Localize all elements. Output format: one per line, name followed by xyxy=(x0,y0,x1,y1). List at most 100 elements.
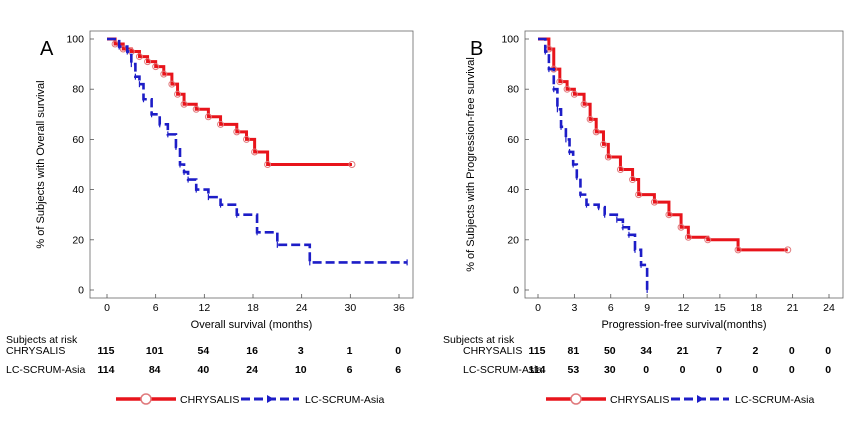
censor-mark xyxy=(144,58,152,66)
legend-label-chrysalis: CHRYSALIS xyxy=(180,394,239,406)
y-tick-label: 20 xyxy=(72,234,84,246)
censor-mark xyxy=(168,80,176,88)
risk-value: 114 xyxy=(98,364,115,376)
x-tick-label: 21 xyxy=(787,302,799,314)
risk-value: 0 xyxy=(789,345,795,357)
censor-mark xyxy=(734,246,742,254)
risk-value: 84 xyxy=(149,364,161,376)
risk-value: 114 xyxy=(529,364,546,376)
risk-value: 0 xyxy=(752,364,758,376)
risk-value: 101 xyxy=(146,345,164,357)
y-axis-label: % of Subjects with Progression-free surv… xyxy=(465,57,477,272)
risk-value: 6 xyxy=(347,364,353,376)
censor-mark xyxy=(629,176,637,184)
censor-mark xyxy=(599,140,607,148)
x-tick-label: 0 xyxy=(104,302,110,314)
risk-value: 3 xyxy=(298,345,304,357)
x-tick-label: 24 xyxy=(823,302,835,314)
risk-value: 0 xyxy=(789,364,795,376)
risk-value: 53 xyxy=(568,364,580,376)
y-axis-label: % of Subjects with Overall survival xyxy=(35,80,47,248)
censor-mark xyxy=(570,90,578,98)
censor-mark xyxy=(233,128,241,136)
risk-value: 0 xyxy=(395,345,401,357)
x-tick-label: 6 xyxy=(608,302,614,314)
censor-mark xyxy=(180,100,188,108)
censor-mark xyxy=(264,161,272,168)
censor-mark xyxy=(684,233,692,241)
censor-mark xyxy=(556,78,564,86)
plot-frame xyxy=(524,30,844,299)
risk-value: 0 xyxy=(825,364,831,376)
risk-value: 21 xyxy=(677,345,689,357)
x-tick-label: 18 xyxy=(247,302,259,314)
risk-value: 34 xyxy=(640,345,652,357)
censor-mark xyxy=(174,90,182,98)
censor-mark xyxy=(580,100,588,108)
censor-mark xyxy=(160,70,168,78)
y-tick-label: 60 xyxy=(507,134,519,146)
risk-value: 6 xyxy=(395,364,401,376)
risk-value: 30 xyxy=(604,364,616,376)
legend-label-lc-scrum-asia: LC-SCRUM-Asia xyxy=(735,394,815,406)
x-tick-label: 9 xyxy=(644,302,650,314)
x-tick-label: 6 xyxy=(153,302,159,314)
y-tick-label: 20 xyxy=(507,234,519,246)
panel-letter: B xyxy=(470,38,483,60)
y-tick-label: 80 xyxy=(72,84,84,96)
censor-mark xyxy=(152,63,160,71)
censor-mark xyxy=(650,198,658,206)
x-tick-label: 12 xyxy=(198,302,210,314)
x-axis-label: Overall survival (months) xyxy=(191,319,313,331)
legend-label-chrysalis: CHRYSALIS xyxy=(610,394,669,406)
censor-mark xyxy=(251,148,259,156)
y-tick-label: 100 xyxy=(501,34,519,46)
censor-mark xyxy=(243,135,251,143)
x-tick-label: 30 xyxy=(344,302,356,314)
risk-value: 0 xyxy=(680,364,686,376)
risk-value: 40 xyxy=(198,364,210,376)
y-tick-label: 40 xyxy=(507,184,519,196)
risk-value: 115 xyxy=(529,345,546,357)
panel-letter: A xyxy=(40,38,54,60)
series-line-chrysalis xyxy=(538,37,788,252)
risk-value: 115 xyxy=(98,345,115,357)
risk-value: 10 xyxy=(295,364,307,376)
risk-row-label: CHRYSALIS xyxy=(463,345,522,357)
legend-marker-chrysalis xyxy=(570,393,582,405)
y-tick-label: 0 xyxy=(78,285,84,297)
risk-table-header: Subjects at risk xyxy=(6,334,78,346)
risk-value: 81 xyxy=(568,345,580,357)
legend-1: CHRYSALIS LC-SCRUM-Asia xyxy=(116,393,385,406)
risk-value: 24 xyxy=(246,364,258,376)
censor-mark xyxy=(204,113,212,121)
y-tick-label: 100 xyxy=(66,34,84,46)
censor-mark xyxy=(192,105,200,113)
censor-mark xyxy=(677,223,685,231)
plot-frame xyxy=(89,30,414,299)
censor-mark xyxy=(704,236,712,244)
x-tick-label: 3 xyxy=(571,302,577,314)
censor-mark xyxy=(635,191,643,199)
risk-value: 1 xyxy=(347,345,353,357)
legend-2: CHRYSALIS LC-SCRUM-Asia xyxy=(546,393,815,406)
legend-marker-chrysalis xyxy=(140,393,152,405)
censor-mark xyxy=(217,120,225,128)
censor-mark xyxy=(348,161,356,168)
censor-mark xyxy=(135,53,143,61)
y-tick-label: 80 xyxy=(507,84,519,96)
x-tick-label: 36 xyxy=(393,302,405,314)
risk-value: 54 xyxy=(198,345,210,357)
y-tick-label: 60 xyxy=(72,134,84,146)
x-axis-label: Progression-free survival(months) xyxy=(601,319,766,331)
risk-value: 50 xyxy=(604,345,616,357)
x-tick-label: 24 xyxy=(296,302,308,314)
risk-value: 0 xyxy=(643,364,649,376)
series-line-lc-scrum-asia xyxy=(538,37,649,290)
censor-mark xyxy=(586,115,594,123)
y-tick-label: 0 xyxy=(513,285,519,297)
censor-mark xyxy=(563,85,571,93)
